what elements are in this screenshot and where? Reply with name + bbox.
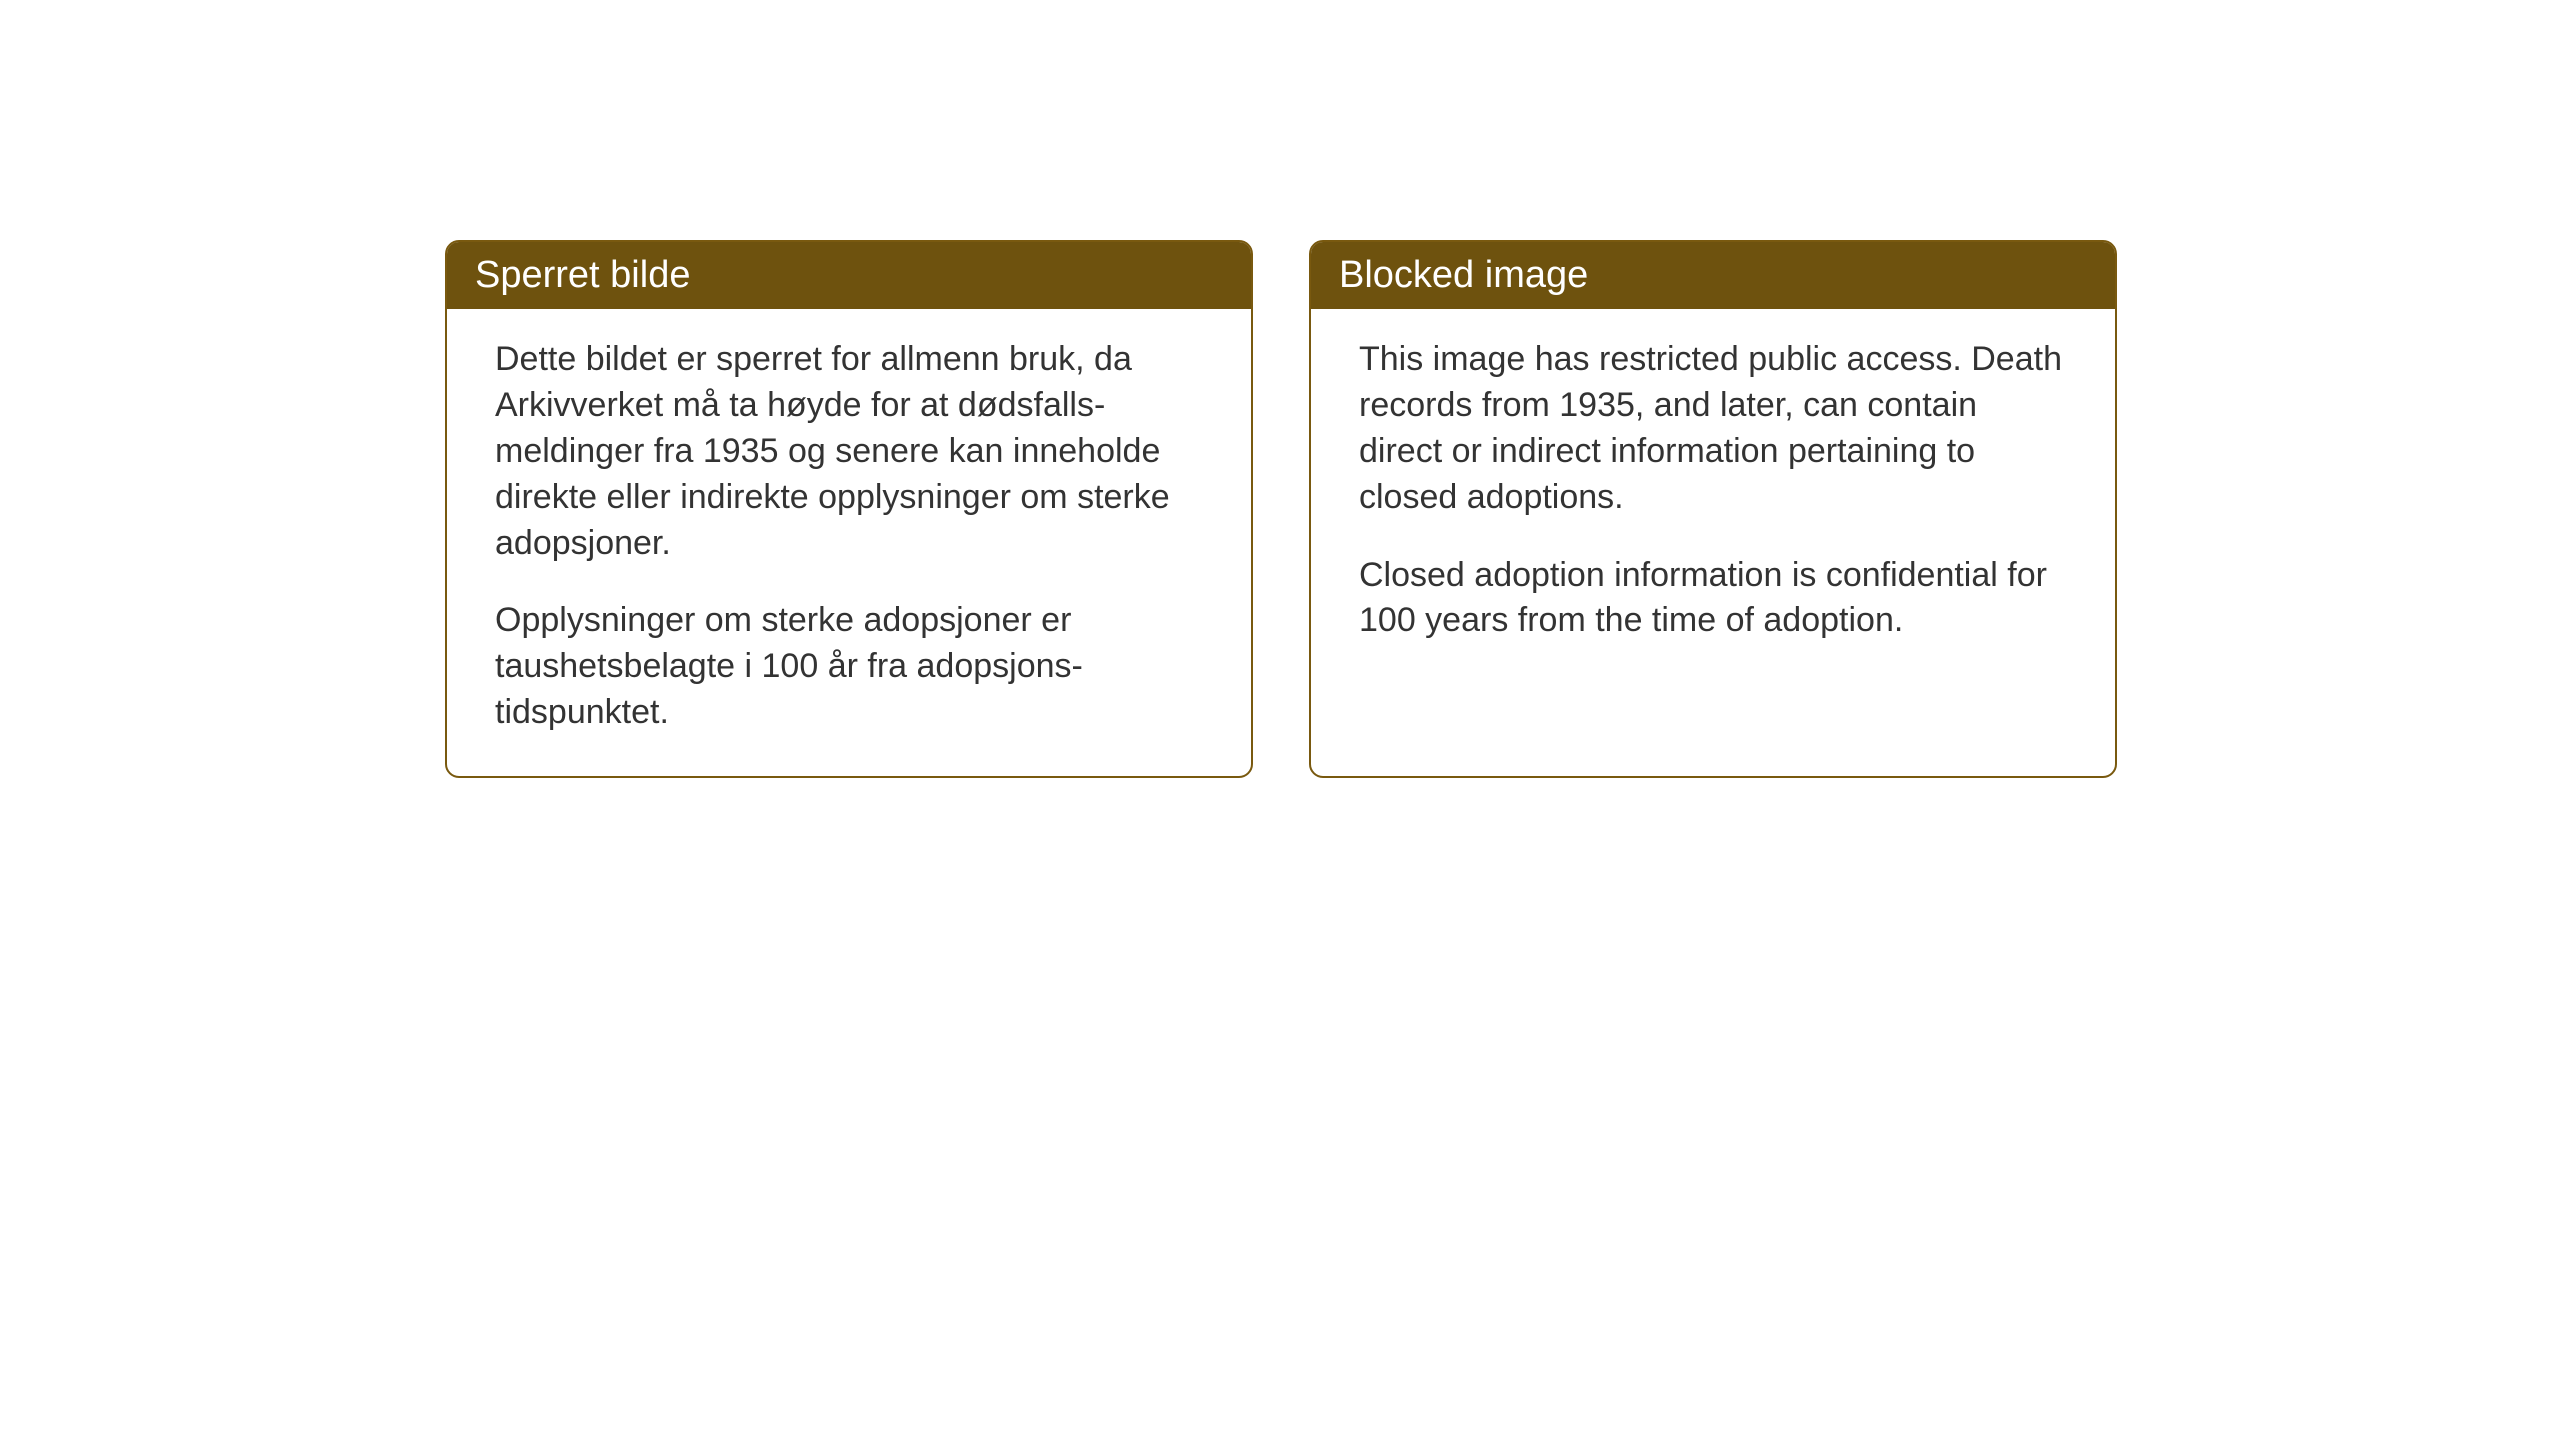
card-paragraph-english-2: Closed adoption information is confident… bbox=[1359, 553, 2067, 645]
blocked-notice-card-english: Blocked image This image has restricted … bbox=[1309, 240, 2117, 778]
card-header-english: Blocked image bbox=[1311, 242, 2115, 309]
notice-container: Sperret bilde Dette bildet er sperret fo… bbox=[445, 240, 2117, 778]
card-body-english: This image has restricted public access.… bbox=[1311, 309, 2115, 684]
blocked-notice-card-norwegian: Sperret bilde Dette bildet er sperret fo… bbox=[445, 240, 1253, 778]
card-title-norwegian: Sperret bilde bbox=[475, 254, 690, 296]
card-paragraph-norwegian-2: Opplysninger om sterke adopsjoner er tau… bbox=[495, 598, 1203, 736]
card-paragraph-norwegian-1: Dette bildet er sperret for allmenn bruk… bbox=[495, 337, 1203, 566]
card-header-norwegian: Sperret bilde bbox=[447, 242, 1251, 309]
card-body-norwegian: Dette bildet er sperret for allmenn bruk… bbox=[447, 309, 1251, 776]
card-paragraph-english-1: This image has restricted public access.… bbox=[1359, 337, 2067, 521]
card-title-english: Blocked image bbox=[1339, 254, 1588, 296]
